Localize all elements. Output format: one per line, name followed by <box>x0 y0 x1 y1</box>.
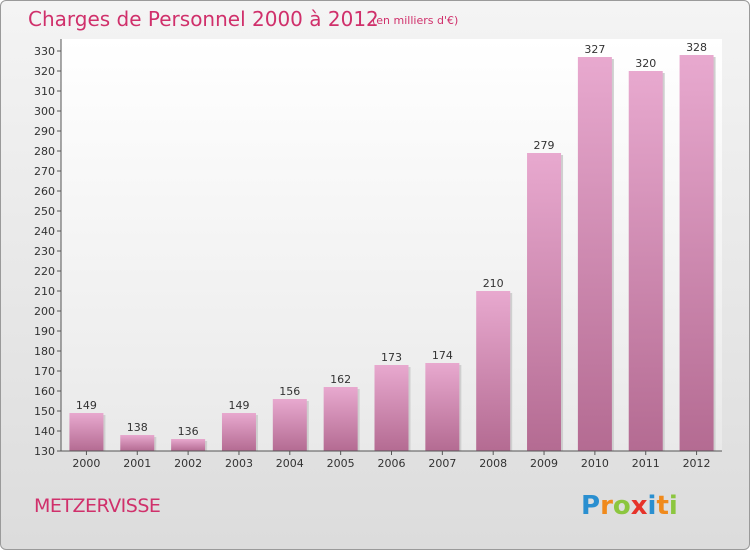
bar-value-label: 320 <box>635 57 656 70</box>
y-tick-label: 270 <box>34 165 55 178</box>
x-tick-label: 2000 <box>72 457 100 470</box>
chart-subtitle: (en milliers d'€) <box>372 14 459 27</box>
commune-name: METZERVISSE <box>34 495 161 517</box>
bar <box>272 399 307 451</box>
logo-letter: o <box>612 491 631 521</box>
bar <box>679 55 714 451</box>
y-tick-label: 150 <box>34 405 55 418</box>
x-tick-label: 2009 <box>530 457 558 470</box>
bar-value-label: 174 <box>432 349 453 362</box>
bar <box>374 365 409 451</box>
logo-letter: t <box>656 491 669 521</box>
x-tick-label: 2007 <box>428 457 456 470</box>
y-tick-label: 160 <box>34 385 55 398</box>
y-tick-label: 330 <box>34 45 55 58</box>
bar-value-label: 210 <box>483 277 504 290</box>
y-tick-label: 200 <box>34 305 55 318</box>
y-axis: 130 140 150 160 170 180 190 200 210 220 230 240 250 2… <box>34 39 62 458</box>
y-tick-label: 280 <box>34 145 55 158</box>
y-tick-label: 290 <box>34 125 55 138</box>
bar <box>628 71 663 451</box>
x-tick-label: 2002 <box>174 457 202 470</box>
bar <box>120 435 155 451</box>
x-tick-label: 2011 <box>632 457 660 470</box>
bar <box>221 413 256 451</box>
logo-letter: x <box>630 491 648 521</box>
y-tick-label: 220 <box>34 265 55 278</box>
logo-letter: r <box>600 491 613 521</box>
bar-value-label: 327 <box>584 43 605 56</box>
bar <box>527 153 562 451</box>
y-tick-label: 310 <box>34 85 55 98</box>
logo-letter: i <box>668 491 678 521</box>
y-tick-label: 210 <box>34 285 55 298</box>
y-tick-label: 140 <box>34 425 55 438</box>
x-tick-label: 2003 <box>225 457 253 470</box>
y-tick-label: 300 <box>34 105 55 118</box>
y-tick-label: 130 <box>34 445 55 458</box>
x-tick-label: 2006 <box>378 457 406 470</box>
bar-value-label: 173 <box>381 351 402 364</box>
y-tick-label: 240 <box>34 225 55 238</box>
x-tick-label: 2012 <box>683 457 711 470</box>
bar-value-label: 328 <box>686 41 707 54</box>
bar-value-label: 162 <box>330 373 351 386</box>
bar-value-label: 149 <box>76 399 97 412</box>
bar-value-label: 138 <box>127 421 148 434</box>
proxiti-logo: Proxiti <box>581 491 678 521</box>
y-tick-label: 260 <box>34 185 55 198</box>
bar-value-label: 279 <box>534 139 555 152</box>
bar <box>425 363 460 451</box>
x-tick-label: 2005 <box>327 457 355 470</box>
bar <box>171 439 206 451</box>
bar <box>69 413 104 451</box>
y-tick-label: 320 <box>34 65 55 78</box>
bar <box>577 57 612 451</box>
y-tick-label: 190 <box>34 325 55 338</box>
x-tick-label: 2001 <box>123 457 151 470</box>
bar-series: 149 138 136 149 156 162 173 174 210 279 327 320 328 <box>69 41 716 451</box>
y-tick-label: 230 <box>34 245 55 258</box>
bar-value-label: 156 <box>279 385 300 398</box>
logo-letter: i <box>647 491 657 521</box>
x-axis: 2000 2001 2002 2003 2004 2005 2006 2007 2008 2009… <box>61 450 722 470</box>
bar <box>476 291 511 451</box>
x-tick-label: 2004 <box>276 457 304 470</box>
y-tick-label: 170 <box>34 365 55 378</box>
chart-title: Charges de Personnel 2000 à 2012 <box>28 7 379 31</box>
bar-value-label: 136 <box>178 425 199 438</box>
logo-letter: P <box>581 491 601 521</box>
bar-value-label: 149 <box>228 399 249 412</box>
y-tick-label: 250 <box>34 205 55 218</box>
y-tick-label: 180 <box>34 345 55 358</box>
x-tick-label: 2010 <box>581 457 609 470</box>
x-tick-label: 2008 <box>479 457 507 470</box>
bar <box>323 387 358 451</box>
